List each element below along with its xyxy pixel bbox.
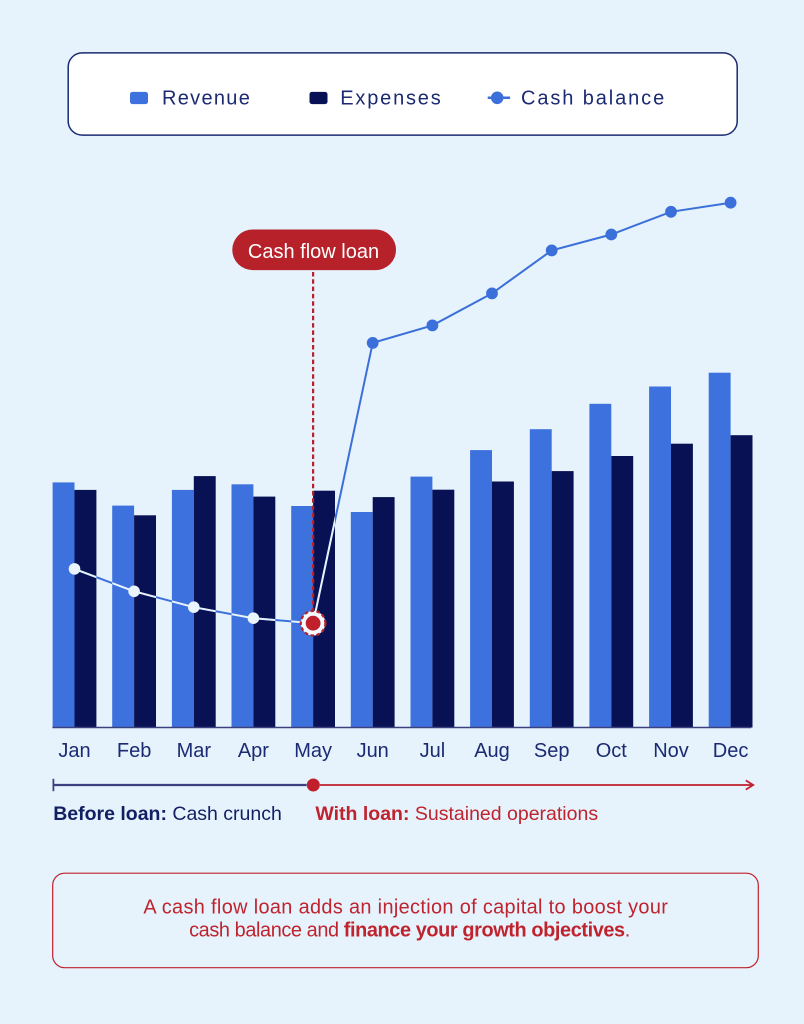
svg-text:Cash balance: Cash balance bbox=[521, 88, 666, 110]
svg-text:Jul: Jul bbox=[420, 740, 446, 762]
svg-text:Expenses: Expenses bbox=[340, 88, 442, 110]
svg-text:Oct: Oct bbox=[596, 740, 628, 762]
svg-text:Jun: Jun bbox=[357, 740, 389, 762]
svg-text:Apr: Apr bbox=[238, 740, 269, 762]
svg-text:Aug: Aug bbox=[474, 740, 510, 762]
svg-text:Jan: Jan bbox=[58, 740, 90, 762]
svg-text:Feb: Feb bbox=[117, 740, 151, 762]
svg-text:Revenue: Revenue bbox=[162, 88, 251, 110]
svg-text:Mar: Mar bbox=[177, 740, 212, 762]
svg-text:Nov: Nov bbox=[653, 740, 689, 762]
svg-text:May: May bbox=[294, 740, 332, 762]
svg-text:Dec: Dec bbox=[713, 740, 749, 762]
svg-text:Before loan: Cash crunch: Before loan: Cash crunch bbox=[53, 803, 282, 825]
svg-text:cash balance and finance your: cash balance and finance your growth obj… bbox=[189, 920, 630, 942]
svg-text:Cash flow loan: Cash flow loan bbox=[248, 241, 379, 263]
svg-text:Sep: Sep bbox=[534, 740, 570, 762]
svg-text:A cash flow loan adds an injec: A cash flow loan adds an injection of ca… bbox=[143, 897, 668, 919]
svg-text:With loan: Sustained operation: With loan: Sustained operations bbox=[315, 803, 598, 825]
